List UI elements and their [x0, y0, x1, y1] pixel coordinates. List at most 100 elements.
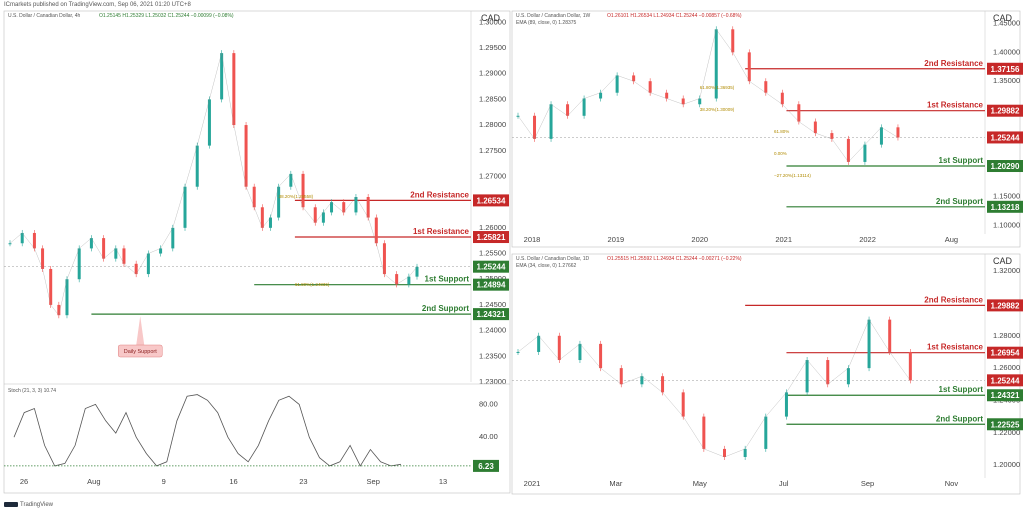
candle-body — [277, 186, 281, 218]
candle-body — [516, 115, 520, 117]
candle-body — [32, 232, 36, 249]
stoch-y-tick: 80.00 — [479, 399, 498, 408]
candle-body — [330, 202, 334, 213]
candle-body — [220, 53, 224, 100]
candle-body — [879, 127, 883, 145]
candle-body — [549, 104, 553, 139]
candle-body — [65, 279, 69, 316]
candle-body — [731, 29, 735, 53]
level-label: 2nd Support — [422, 304, 469, 313]
x-tick-label: 2018 — [524, 235, 541, 244]
candle-body — [780, 92, 784, 105]
candle-body — [805, 360, 809, 393]
ohlc-readout: O1.25145 H1.25329 L1.25032 C1.25244 −0.0… — [99, 13, 234, 19]
candle-body — [599, 343, 603, 369]
fib-label: 38.20%(1.26558) — [279, 194, 314, 199]
level-price-tag — [987, 389, 1023, 402]
level-price-text: 1.22525 — [991, 420, 1020, 429]
level-price-text: 1.29882 — [991, 301, 1020, 310]
candle-body — [615, 75, 619, 93]
chart-title: U.S. Dollar / Canadian Dollar, 1D — [516, 256, 589, 262]
level-label: 2nd Support — [936, 197, 983, 206]
x-tick-label: 9 — [162, 477, 166, 486]
candle-body — [342, 202, 346, 213]
y-tick-label: 1.45000 — [993, 19, 1020, 28]
x-tick-label: 2022 — [859, 235, 876, 244]
x-tick-label: 2021 — [775, 235, 792, 244]
candle-body — [557, 335, 561, 361]
y-tick-label: 1.10000 — [993, 220, 1020, 229]
candle-body — [516, 351, 520, 353]
x-tick-label: 13 — [439, 477, 447, 486]
y-tick-label: 1.20000 — [993, 460, 1020, 469]
candle-body — [49, 268, 53, 305]
candle-body — [826, 360, 830, 385]
last-price-text: 1.25244 — [991, 133, 1020, 142]
level-price-tag — [987, 62, 1023, 75]
fib-label: 38.20%(1.30009) — [700, 107, 735, 112]
candle-body — [599, 92, 603, 99]
candle-body — [207, 99, 211, 146]
level-label: 1st Resistance — [927, 101, 984, 110]
candle-body — [698, 98, 702, 105]
candle-body — [640, 376, 644, 385]
stoch-y-tick: 40.00 — [479, 432, 498, 441]
last-price-text: 1.25244 — [477, 263, 506, 272]
fib-label: −27.20%(1.13114) — [774, 173, 811, 178]
tradingview-footer: TradingView — [4, 501, 54, 508]
level-price-text: 1.24321 — [991, 391, 1020, 400]
level-label: 2nd Resistance — [924, 59, 983, 68]
candle-body — [896, 127, 900, 138]
candle-body — [41, 248, 45, 269]
y-tick-label: 1.23000 — [479, 377, 506, 386]
level-label: 2nd Resistance — [924, 295, 983, 304]
x-tick-label: 2020 — [691, 235, 708, 244]
chart-daily: CAD1.320001.300001.280001.260001.240001.… — [512, 254, 1023, 488]
candle-body — [681, 392, 685, 417]
level-label: 2nd Resistance — [410, 190, 469, 199]
last-price-tag — [987, 131, 1023, 144]
candle-body — [183, 186, 187, 228]
x-tick-label: 2021 — [524, 479, 541, 488]
fib-label: 61.80%(1.24836) — [295, 282, 330, 287]
y-tick-label: 1.22000 — [993, 428, 1020, 437]
candle-body — [171, 227, 175, 249]
candle-body — [114, 248, 118, 259]
currency-label: CAD — [481, 13, 501, 23]
level-price-text: 1.37156 — [991, 65, 1020, 74]
level-price-tag — [987, 160, 1023, 173]
x-tick-label: 2019 — [608, 235, 625, 244]
candle-body — [863, 144, 867, 162]
footer-brand: TradingView — [20, 502, 54, 508]
tradingview-logo-icon — [4, 501, 18, 507]
candle-body — [681, 98, 685, 105]
level-label: 1st Support — [939, 385, 984, 394]
level-price-tag — [473, 231, 509, 244]
level-label: 1st Resistance — [927, 343, 984, 352]
level-price-text: 1.20290 — [991, 162, 1020, 171]
ohlc-readout: O1.25515 H1.25592 L1.24934 C1.25244 −0.0… — [607, 256, 742, 262]
candle-body — [354, 197, 358, 213]
fib-label: 0.00% — [774, 151, 787, 156]
candle-body — [578, 343, 582, 361]
level-price-text: 1.26534 — [477, 196, 506, 205]
candle-body — [619, 368, 623, 385]
y-tick-label: 1.27000 — [479, 171, 506, 180]
candle-body — [244, 125, 248, 187]
annotation-pointer — [136, 316, 145, 345]
y-tick-label: 1.25500 — [479, 249, 506, 258]
x-tick-label: Sep — [367, 477, 380, 486]
candle-body — [888, 319, 892, 352]
y-tick-label: 1.26000 — [993, 363, 1020, 372]
candle-body — [122, 248, 126, 264]
level-price-tag — [987, 200, 1023, 213]
stoch-last-tag — [473, 459, 499, 472]
annotation-text: Daily Support — [124, 349, 157, 355]
fib-label: 61.80% — [774, 129, 789, 134]
y-tick-label: 1.40000 — [993, 47, 1020, 56]
candle-body — [830, 133, 834, 139]
level-price-text: 1.25821 — [477, 233, 506, 242]
stoch-last-text: 6.23 — [478, 462, 494, 471]
y-tick-label: 1.24500 — [479, 300, 506, 309]
